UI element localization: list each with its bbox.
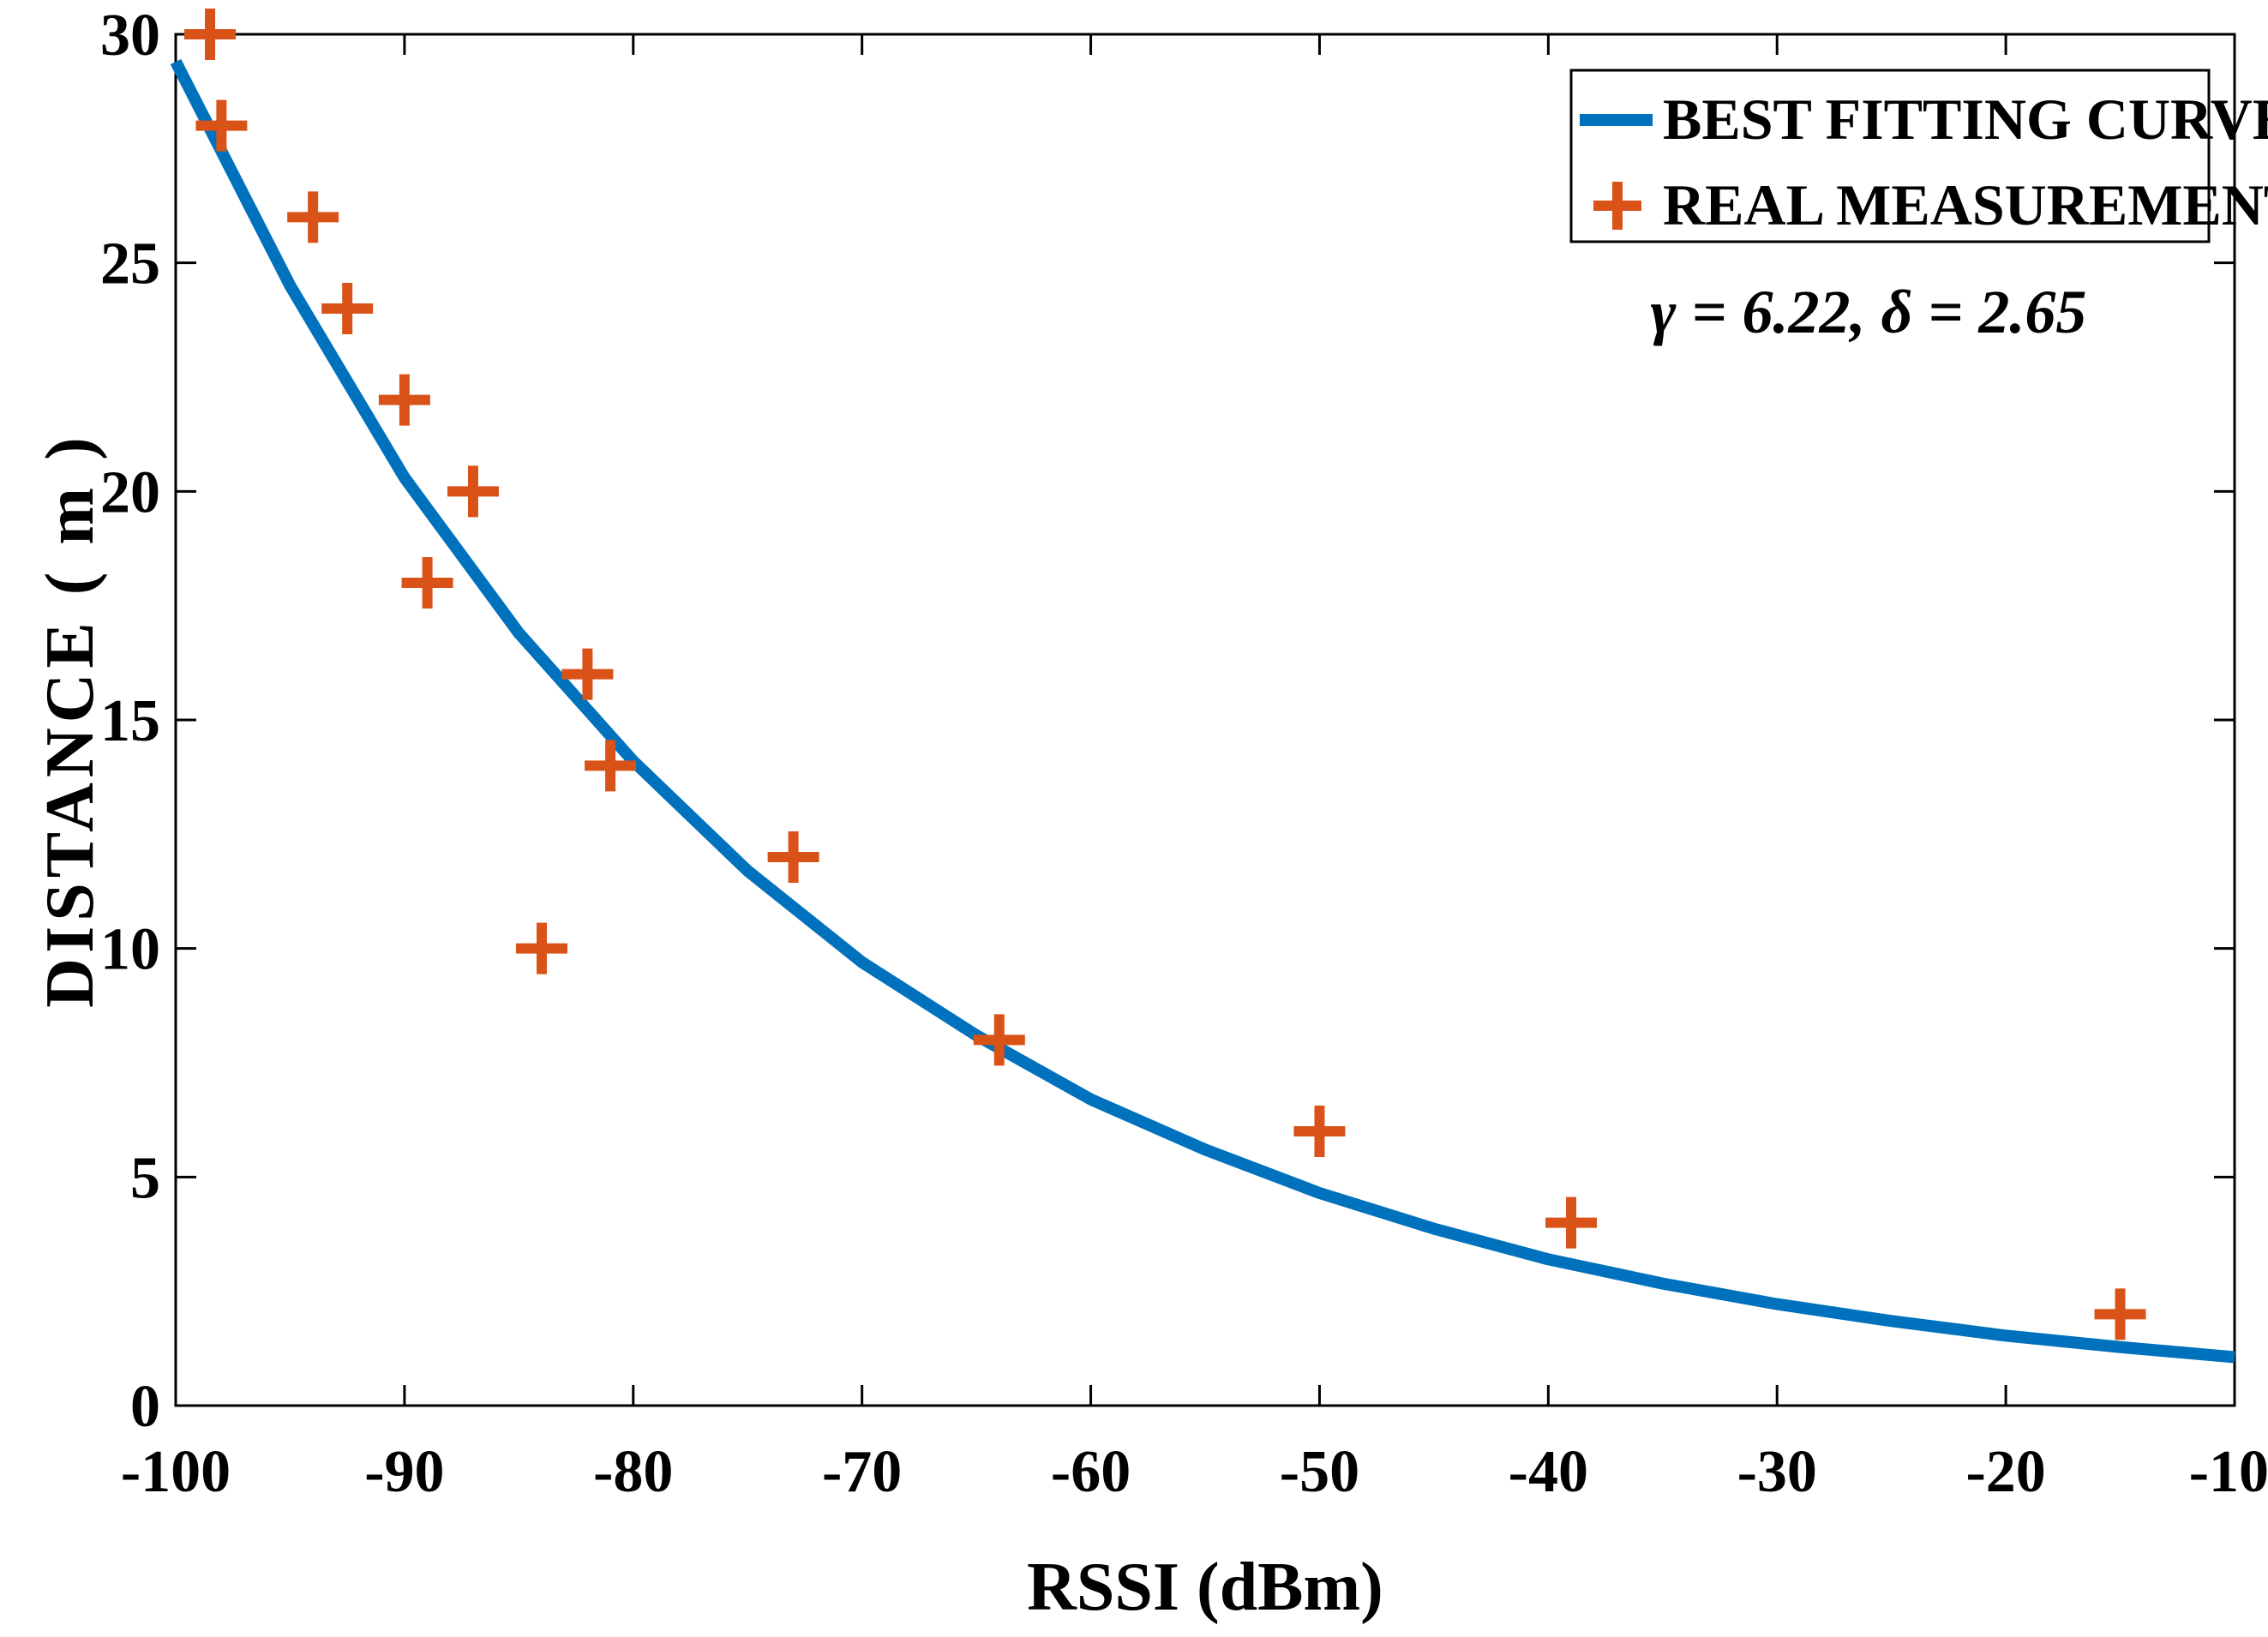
measurement-point [516, 922, 568, 974]
measurement-point [1293, 1106, 1346, 1157]
y-tick-label: 30 [100, 3, 160, 69]
x-tick-label: -60 [1051, 1439, 1131, 1505]
x-axis-label: RSSI (dBm) [1027, 1550, 1383, 1625]
x-tick-label: -20 [1965, 1439, 2045, 1505]
x-tick-label: -40 [1509, 1439, 1588, 1505]
measurement-point [2094, 1288, 2146, 1340]
x-tick-label: -80 [593, 1439, 673, 1505]
legend-label-curve: BEST FITTING CURVE [1663, 87, 2268, 152]
legend-label-measurements: REAL MEASUREMENTS [1663, 172, 2268, 237]
y-axis-label: DISTANCE ( m ) [33, 432, 108, 1007]
measurement-point [973, 1014, 1025, 1066]
measurement-point [401, 557, 453, 609]
measurement-point [1545, 1196, 1598, 1249]
axis-tick-labels: -100 -90 -80 -70 -60 -50 -40 -30 -20 -10051015202… [100, 3, 2268, 1505]
x-tick-label: -50 [1280, 1439, 1359, 1505]
y-tick-label: 15 [100, 688, 160, 754]
measurement-point [585, 740, 637, 792]
y-tick-label: 25 [100, 231, 160, 297]
measurement-point [184, 9, 237, 60]
measurement-point [447, 465, 499, 518]
x-tick-label: -30 [1737, 1439, 1817, 1505]
data-series [170, 9, 2235, 1364]
y-tick-label: 5 [130, 1145, 160, 1211]
measurement-point [767, 831, 819, 883]
measurement-point [321, 283, 374, 334]
legend: BEST FITTING CURVE REAL MEASUREMENTS [1569, 69, 2268, 243]
measurement-point [287, 191, 339, 243]
x-tick-label: -10 [2189, 1439, 2268, 1505]
measurement-point [561, 648, 614, 700]
best-fitting-curve-line [170, 58, 2235, 1364]
measurement-point [378, 374, 430, 426]
y-tick-label: 10 [100, 917, 160, 983]
x-tick-label: -90 [364, 1439, 444, 1505]
x-tick-label: -100 [121, 1439, 231, 1505]
axis-ticks [174, 33, 2236, 1407]
measurement-point [195, 99, 248, 152]
y-tick-label: 0 [130, 1374, 160, 1440]
fit-parameters-annotation: γ = 6.22, δ = 2.65 [1651, 278, 2087, 346]
plot-area [174, 33, 2236, 1407]
x-tick-label: -70 [822, 1439, 902, 1505]
legend-box [1569, 69, 2211, 243]
y-tick-label: 20 [100, 459, 160, 525]
legend-marker-swatch [1593, 182, 1641, 230]
